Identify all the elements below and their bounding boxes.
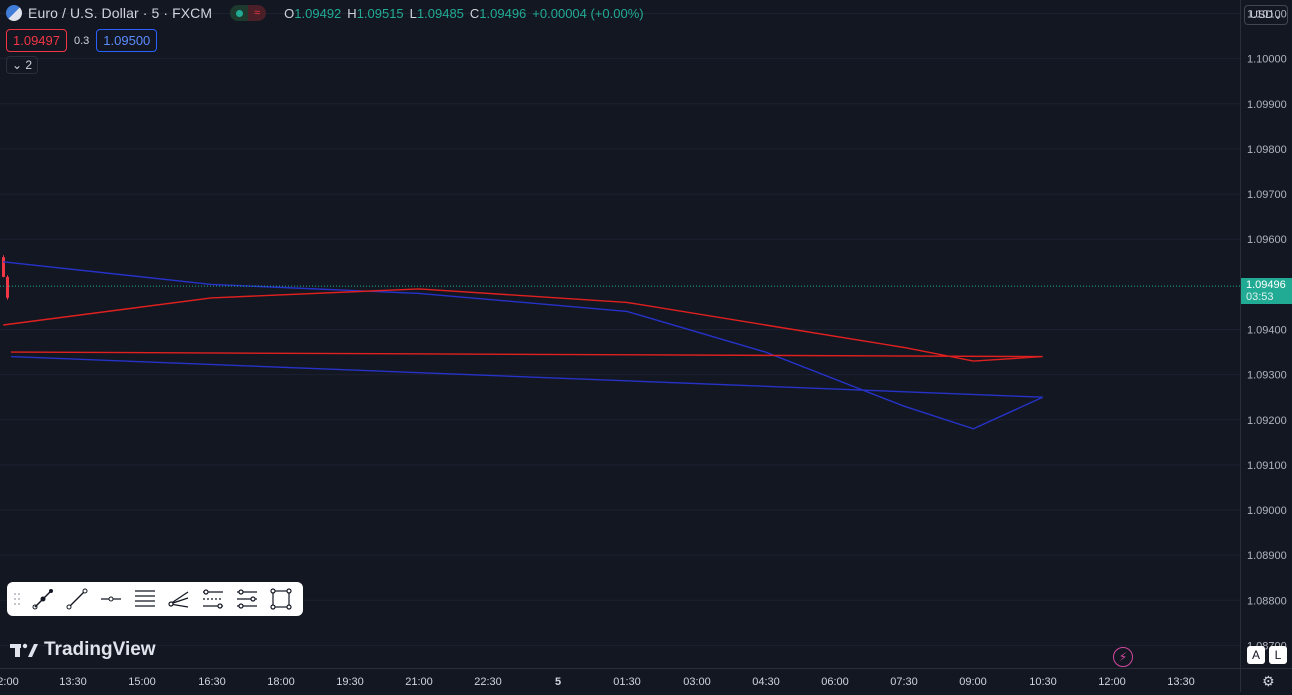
price-tick-label: 1.09900 xyxy=(1247,99,1287,111)
time-tick-label: 01:30 xyxy=(613,676,641,688)
time-tick-label: 5 xyxy=(555,676,561,688)
brand-name: TradingView xyxy=(44,639,156,660)
time-tick-label: 13:30 xyxy=(59,676,87,688)
eurusd-flag-icon xyxy=(6,5,22,21)
chart-pane[interactable] xyxy=(0,0,1240,668)
time-tick-label: 22:30 xyxy=(474,676,502,688)
moving-average-line xyxy=(3,288,1043,362)
low-value: 1.09485 xyxy=(416,5,464,21)
chart-settings-gear-icon[interactable]: ⚙ xyxy=(1262,673,1275,689)
candle-body xyxy=(6,276,9,298)
price-tick-label: 1.08800 xyxy=(1247,595,1287,607)
close-value: 1.09496 xyxy=(479,5,527,21)
price-tick-label: 1.09200 xyxy=(1247,415,1287,427)
price-tick-label: 1.09800 xyxy=(1247,144,1287,156)
close-label: C xyxy=(469,5,480,21)
time-tick-label: 03:00 xyxy=(683,676,711,688)
trend-line-brush-icon[interactable] xyxy=(31,587,55,611)
market-open-dot-icon xyxy=(230,5,249,21)
tradingview-logo-icon xyxy=(10,643,38,657)
time-tick-label: 15:00 xyxy=(128,676,156,688)
time-tick-label: 16:30 xyxy=(198,676,226,688)
indicators-count: 2 xyxy=(25,58,33,72)
time-tick-label: 19:30 xyxy=(336,676,364,688)
time-tick-label: 09:00 xyxy=(959,676,987,688)
time-tick-label: 18:00 xyxy=(267,676,295,688)
current-price-badge: 1.09496 03:53 xyxy=(1241,278,1292,304)
time-scale-labels: 2:00 13:30 15:00 16:30 18:00 19:30 21:00 22:30 5… xyxy=(0,676,1195,688)
trend-line-icon[interactable] xyxy=(65,587,89,611)
price-tick-label: 1.10000 xyxy=(1247,54,1287,66)
price-tick-label: 1.10100 xyxy=(1247,9,1287,21)
time-tick-label: 06:00 xyxy=(821,676,849,688)
buy-button[interactable]: 1.09500 xyxy=(96,29,158,52)
change-value: +0.00004 (+0.00%) xyxy=(532,5,644,21)
time-tick-label: 04:30 xyxy=(752,676,780,688)
price-scale[interactable]: 1.10100 1.10000 1.09900 1.09800 1.09700 1.096… xyxy=(1240,0,1292,668)
high-value: 1.09515 xyxy=(356,5,404,21)
moving-average-line xyxy=(3,261,1043,430)
log-scale-button[interactable]: L xyxy=(1269,646,1287,664)
price-tick-label: 1.09000 xyxy=(1247,505,1287,517)
trade-buttons: 1.09497 0.3 1.09500 xyxy=(6,29,158,52)
chevron-down-icon: ⌄ xyxy=(1273,9,1283,22)
data-delay-icon: ≈ xyxy=(248,5,267,21)
time-tick-label: 12:00 xyxy=(1098,676,1126,688)
price-tick-label: 1.09300 xyxy=(1247,370,1287,382)
chevron-down-icon: ⌄ xyxy=(12,58,23,72)
price-tick-label: 1.08900 xyxy=(1247,550,1287,562)
regression-trend-icon[interactable] xyxy=(201,587,225,611)
candle-body xyxy=(2,257,5,277)
current-price-value: 1.09496 xyxy=(1246,279,1286,291)
auto-scale-button[interactable]: A xyxy=(1247,646,1265,664)
symbol-legend[interactable]: Euro / U.S. Dollar · 5 · FXCM ≈ O1.09492… xyxy=(6,5,644,21)
lightning-icon[interactable]: ⚡ xyxy=(1113,647,1133,667)
bar-countdown: 03:53 xyxy=(1246,291,1274,303)
price-tick-label: 1.09400 xyxy=(1247,324,1287,336)
candles xyxy=(2,255,9,300)
price-tick-label: 1.09100 xyxy=(1247,460,1287,472)
price-tick-label: 1.09600 xyxy=(1247,234,1287,246)
indicators-toggle-button[interactable]: ⌄ 2 xyxy=(6,56,39,74)
time-tick-label: 07:30 xyxy=(890,676,918,688)
time-tick-label: 2:00 xyxy=(0,676,19,688)
open-label: O xyxy=(284,5,295,21)
horizontal-ray-icon[interactable] xyxy=(99,587,123,611)
scale-corner xyxy=(1240,668,1292,692)
time-tick-label: 10:30 xyxy=(1029,676,1057,688)
price-tick-label: 1.09700 xyxy=(1247,189,1287,201)
tradingview-logo[interactable]: TradingView xyxy=(10,639,156,661)
time-tick-label: 21:00 xyxy=(405,676,433,688)
grip-icon[interactable] xyxy=(13,591,21,607)
open-value: 1.09492 xyxy=(294,5,342,21)
price-scale-labels: 1.10100 1.10000 1.09900 1.09800 1.09700 1.096… xyxy=(1247,9,1287,653)
rectangle-icon[interactable] xyxy=(269,587,293,611)
symbol-title[interactable]: Euro / U.S. Dollar · 5 · FXCM xyxy=(28,5,213,21)
time-tick-label: 13:30 xyxy=(1167,676,1195,688)
ohlc-values: O1.09492 H1.09515 L1.09485 C1.09496 +0.0… xyxy=(284,6,643,21)
pitchfork-icon[interactable] xyxy=(167,587,191,611)
currency-select[interactable]: USD ⌄ xyxy=(1244,5,1288,25)
parallel-channel-icon[interactable] xyxy=(133,587,157,611)
fib-retracement-icon[interactable] xyxy=(235,587,259,611)
high-label: H xyxy=(347,5,357,21)
spread-value: 0.3 xyxy=(74,34,90,47)
currency-label: USD xyxy=(1250,9,1274,21)
drawing-toolbar xyxy=(7,582,303,616)
sell-button[interactable]: 1.09497 xyxy=(6,29,67,52)
market-status[interactable]: ≈ xyxy=(230,5,267,21)
low-label: L xyxy=(409,5,417,21)
candlestick-chart[interactable] xyxy=(0,0,1240,668)
time-scale[interactable]: 2:00 13:30 15:00 16:30 18:00 19:30 21:00 22:30 5… xyxy=(0,668,1240,692)
